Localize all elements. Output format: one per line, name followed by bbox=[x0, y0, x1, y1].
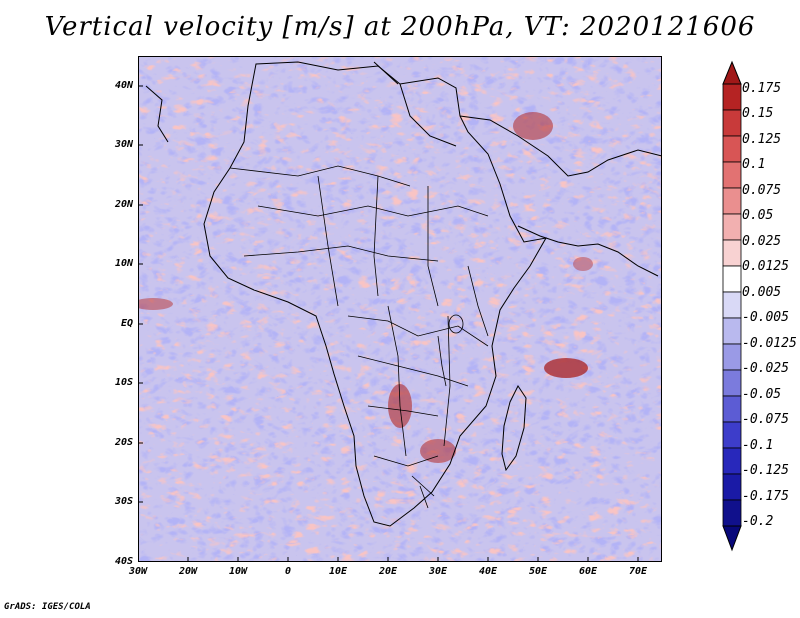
colorbar-label: 0.125 bbox=[742, 132, 782, 147]
colorbar-label: 0.1 bbox=[742, 157, 766, 172]
colorbar-label: -0.175 bbox=[742, 489, 789, 504]
country-borders bbox=[229, 165, 489, 509]
lat-label-40n: 40N bbox=[114, 80, 133, 91]
colorbar-swatch bbox=[722, 239, 742, 267]
colorbar-swatch bbox=[722, 161, 742, 189]
lon-label-0: 0 bbox=[284, 566, 292, 577]
axis-ticks bbox=[138, 85, 639, 562]
lake-tanganyika bbox=[437, 335, 447, 387]
colorbar-swatch bbox=[722, 291, 742, 319]
colorbar-label: 0.025 bbox=[742, 234, 782, 249]
colorbar-label: 0.175 bbox=[742, 81, 782, 96]
colorbar-swatch bbox=[722, 265, 742, 293]
colorbar-label: -0.125 bbox=[742, 463, 789, 478]
lat-label-30s: 30S bbox=[114, 496, 133, 507]
colorbar-swatch bbox=[722, 421, 742, 449]
lat-label-10n: 10N bbox=[114, 258, 133, 269]
lat-label-30n: 30N bbox=[114, 139, 133, 150]
colorbar-swatch bbox=[722, 83, 742, 111]
lon-label-60e: 60E bbox=[578, 566, 598, 577]
colorbar-swatch bbox=[722, 317, 742, 345]
lat-label-20n: 20N bbox=[114, 199, 133, 210]
colorbar-label: -0.005 bbox=[742, 310, 789, 325]
colorbar-label: 0.075 bbox=[742, 183, 782, 198]
colorbar-label: 0.15 bbox=[742, 106, 774, 121]
upward-cell-indian-ocean bbox=[544, 358, 588, 378]
lon-label-40e: 40E bbox=[478, 566, 498, 577]
colorbar-swatch bbox=[722, 213, 742, 241]
colorbar-swatch bbox=[722, 369, 742, 397]
lon-label-20w: 20W bbox=[178, 566, 198, 577]
map-frame bbox=[138, 56, 662, 562]
colorbar-label: 0.005 bbox=[742, 285, 782, 300]
lat-label-10s: 10S bbox=[114, 377, 133, 388]
upward-band-atlantic bbox=[138, 298, 173, 310]
upward-cell-mozambique bbox=[420, 439, 456, 463]
colorbar-swatch bbox=[722, 473, 742, 501]
lon-label-70e: 70E bbox=[628, 566, 648, 577]
colorbar-swatch bbox=[722, 135, 742, 163]
upward-cell-arabian-sea bbox=[573, 257, 593, 271]
lat-label-eq: EQ bbox=[120, 318, 133, 329]
colorbar-swatch bbox=[722, 499, 742, 527]
colorbar-label: -0.1 bbox=[742, 438, 774, 453]
colorbar-label: -0.05 bbox=[742, 387, 782, 402]
colorbar-swatch bbox=[722, 109, 742, 137]
upward-cell-middle-east bbox=[513, 112, 553, 140]
colorbar-swatch bbox=[722, 447, 742, 475]
lon-label-20e: 20E bbox=[378, 566, 398, 577]
colorbar-top-arrow bbox=[722, 60, 742, 85]
lon-label-10w: 10W bbox=[228, 566, 248, 577]
coastlines bbox=[145, 61, 662, 527]
colorbar-label: -0.2 bbox=[742, 514, 774, 529]
colorbar-label: -0.025 bbox=[742, 361, 789, 376]
colorbar-label: 0.0125 bbox=[742, 259, 789, 274]
colorbar-label: -0.075 bbox=[742, 412, 789, 427]
colorbar-swatch bbox=[722, 187, 742, 215]
lon-label-30e: 30E bbox=[428, 566, 448, 577]
lon-label-50e: 50E bbox=[528, 566, 548, 577]
lat-label-40s: 40S bbox=[114, 556, 133, 567]
colorbar-bottom-arrow bbox=[722, 525, 742, 552]
colorbar-label: -0.0125 bbox=[742, 336, 797, 351]
colorbar-label: 0.05 bbox=[742, 208, 774, 223]
lon-label-30w: 30W bbox=[128, 566, 148, 577]
colorbar-swatch bbox=[722, 343, 742, 371]
velocity-map bbox=[138, 56, 662, 562]
lon-label-10e: 10E bbox=[328, 566, 348, 577]
colorbar-swatch bbox=[722, 395, 742, 423]
lake-victoria bbox=[448, 314, 464, 334]
ascending-motion-field bbox=[138, 56, 662, 562]
colorbar bbox=[722, 60, 742, 552]
grads-credit: GrADS: IGES/COLA bbox=[4, 602, 91, 612]
map-panel[interactable] bbox=[138, 56, 662, 562]
lat-label-20s: 20S bbox=[114, 437, 133, 448]
chart-title: Vertical velocity [m/s] at 200hPa, VT: 2… bbox=[44, 12, 756, 42]
